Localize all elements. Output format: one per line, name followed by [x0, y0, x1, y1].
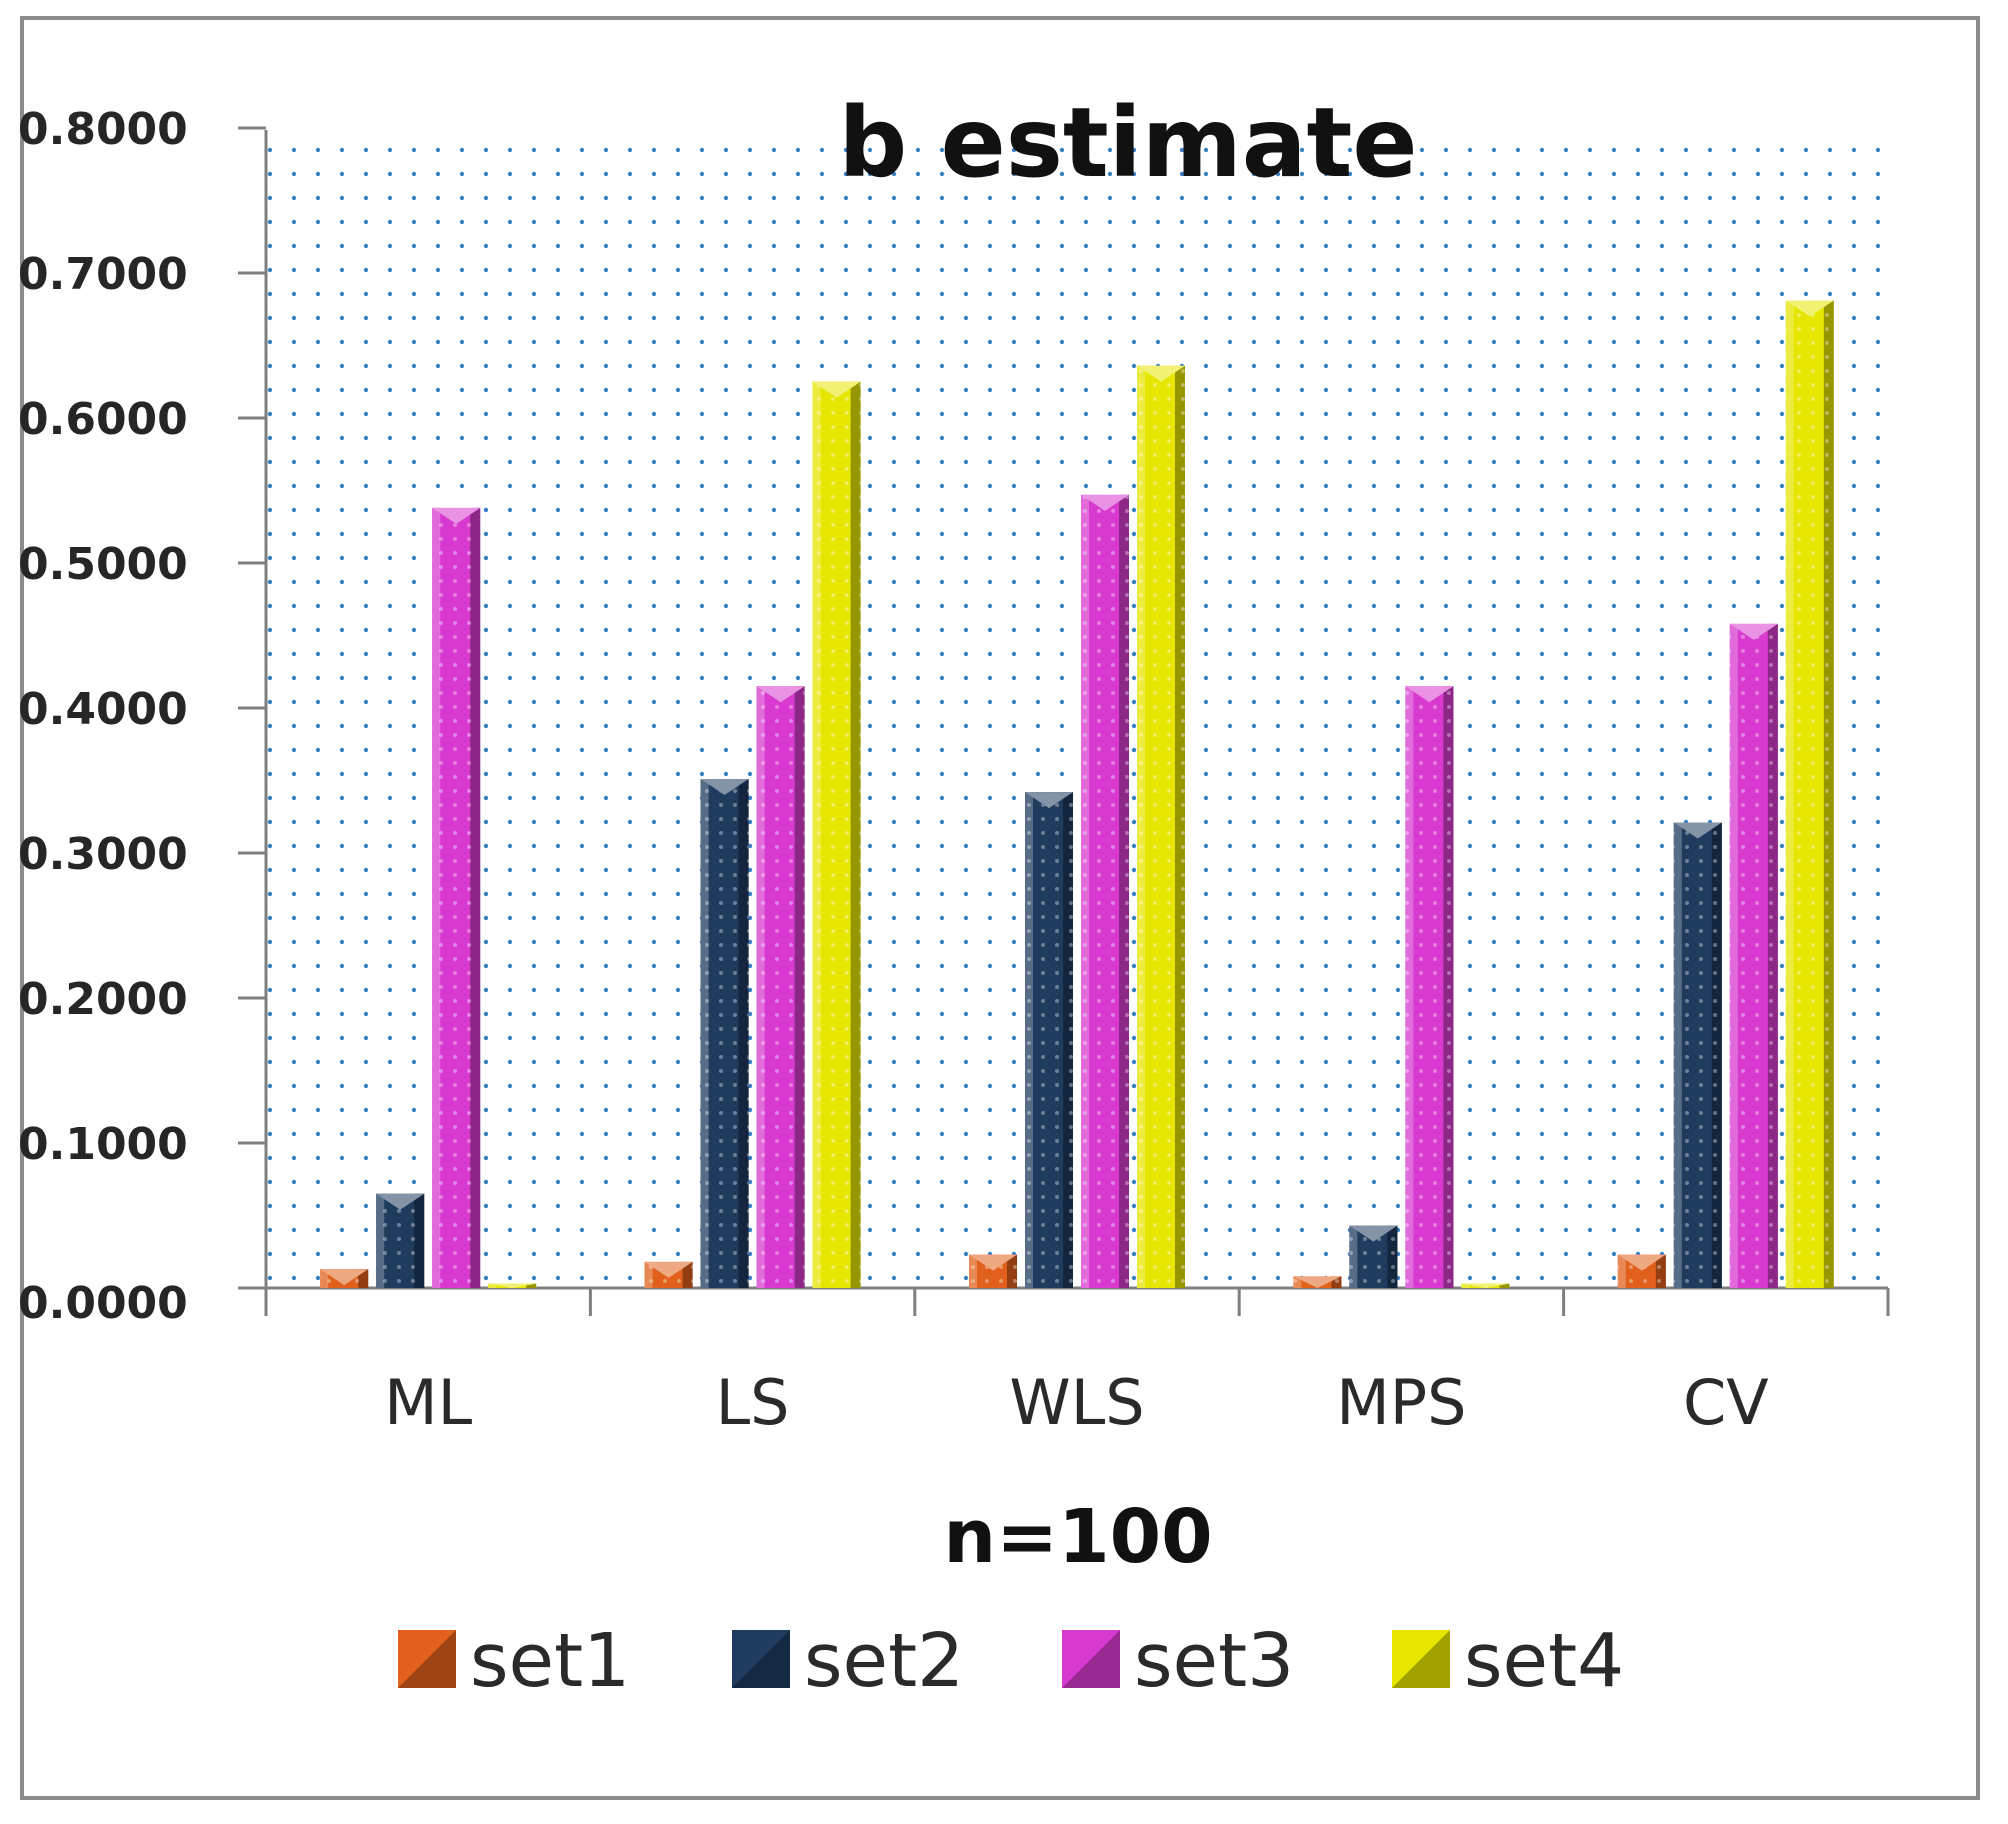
bar-set3-WLS: [1081, 494, 1129, 1289]
legend-label: set3: [1134, 1618, 1294, 1704]
bar-set2-ML: [376, 1193, 425, 1288]
legend-item-set3: set3: [1062, 1618, 1294, 1704]
legend-label: set1: [470, 1618, 630, 1704]
legend-item-set4: set4: [1392, 1618, 1624, 1704]
x-tick-label: MPS: [1336, 1366, 1466, 1439]
bar-set4-CV: [1785, 300, 1834, 1288]
bar-set3-LS: [756, 686, 805, 1288]
bar-set2-CV: [1673, 822, 1722, 1288]
bar-set3-CV: [1729, 623, 1778, 1288]
y-tick-label: 0.2000: [18, 974, 188, 1025]
bar-set1-ML: [320, 1269, 369, 1288]
legend-item-set1: set1: [398, 1618, 630, 1704]
chart-title: b estimate: [839, 87, 1418, 199]
legend-item-set2: set2: [732, 1618, 964, 1704]
legend: set1 set2 set3 set4: [398, 1618, 1624, 1704]
bar-set2-MPS: [1349, 1225, 1398, 1288]
y-tick-label: 0.7000: [18, 249, 188, 300]
x-tick-label: WLS: [1009, 1366, 1144, 1439]
legend-label: set4: [1464, 1618, 1624, 1704]
y-tick-label: 0.3000: [18, 829, 188, 880]
bar-set1-MPS: [1293, 1276, 1342, 1288]
bar-set1-WLS: [969, 1254, 1017, 1288]
y-tick-label: 0.4000: [18, 684, 188, 735]
bar-set2-WLS: [1025, 792, 1073, 1288]
y-tick-label: 0.6000: [18, 394, 188, 445]
plot-area: [266, 130, 1888, 1288]
y-tick-label: 0.1000: [18, 1119, 188, 1170]
x-tick-label: CV: [1683, 1366, 1769, 1439]
bar-set1-CV: [1617, 1254, 1666, 1288]
bar-set4-WLS: [1137, 365, 1185, 1288]
bar-set3-ML: [432, 507, 481, 1288]
bar-set3-MPS: [1405, 686, 1454, 1288]
y-tick-label: 0.5000: [18, 539, 188, 590]
y-tick-label: 0.8000: [18, 104, 188, 155]
x-axis-label: n=100: [943, 1494, 1212, 1580]
bar-set4-MPS: [1461, 1283, 1510, 1288]
bar-set1-LS: [644, 1261, 693, 1288]
bar-set2-LS: [700, 779, 749, 1288]
x-tick-label: LS: [716, 1366, 790, 1439]
bar-set4-ML: [488, 1283, 537, 1288]
legend-label: set2: [804, 1618, 964, 1704]
bar-set4-LS: [812, 381, 861, 1288]
y-tick-label: 0.0000: [18, 1278, 188, 1329]
x-tick-label: ML: [384, 1366, 472, 1439]
